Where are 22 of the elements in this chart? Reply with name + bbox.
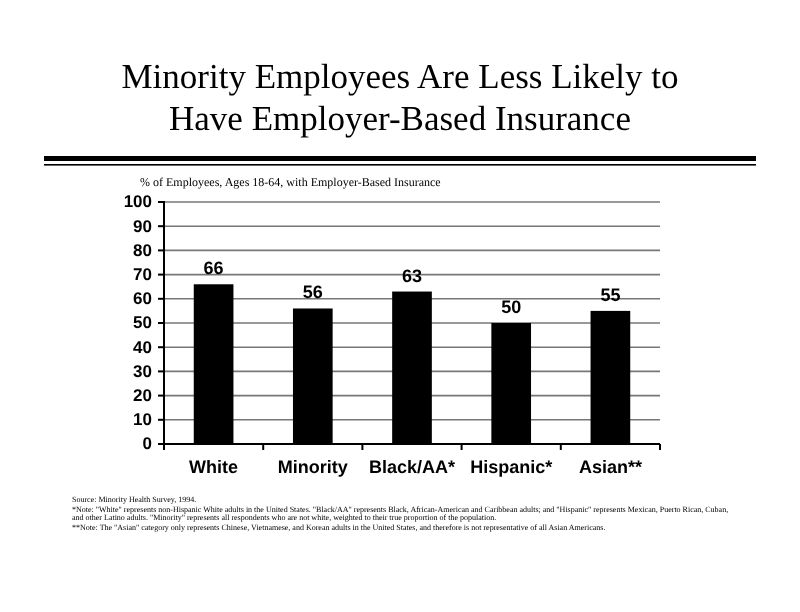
x-tick-label: Black/AA*: [368, 456, 456, 477]
y-tick-label: 30: [133, 360, 153, 381]
chart-title: Minority Employees Are Less Likely to Have Employer-Based Insurance: [121, 56, 679, 138]
y-tick-label: 60: [133, 288, 153, 309]
x-tick-label: Asian**: [578, 456, 643, 477]
y-tick-label: 20: [133, 385, 153, 406]
y-tick-label: 40: [133, 336, 153, 357]
y-tick-label: 10: [133, 409, 153, 430]
y-tick-label: 80: [133, 239, 153, 260]
y-tick-label: 90: [133, 215, 153, 236]
y-tick-label: 0: [142, 433, 153, 454]
x-tick-label: Minority: [277, 456, 348, 477]
y-tick-label: 50: [133, 312, 153, 333]
data-label: 63: [401, 265, 423, 286]
data-label: 56: [302, 282, 323, 303]
y-tick-label: 70: [133, 264, 153, 285]
data-label: 66: [203, 258, 224, 279]
x-tick-label: Hispanic*: [470, 456, 554, 477]
y-tick-label: 100: [123, 191, 153, 212]
data-label: 50: [501, 297, 522, 317]
data-label: 55: [600, 284, 621, 305]
x-tick-label: White: [189, 456, 239, 477]
